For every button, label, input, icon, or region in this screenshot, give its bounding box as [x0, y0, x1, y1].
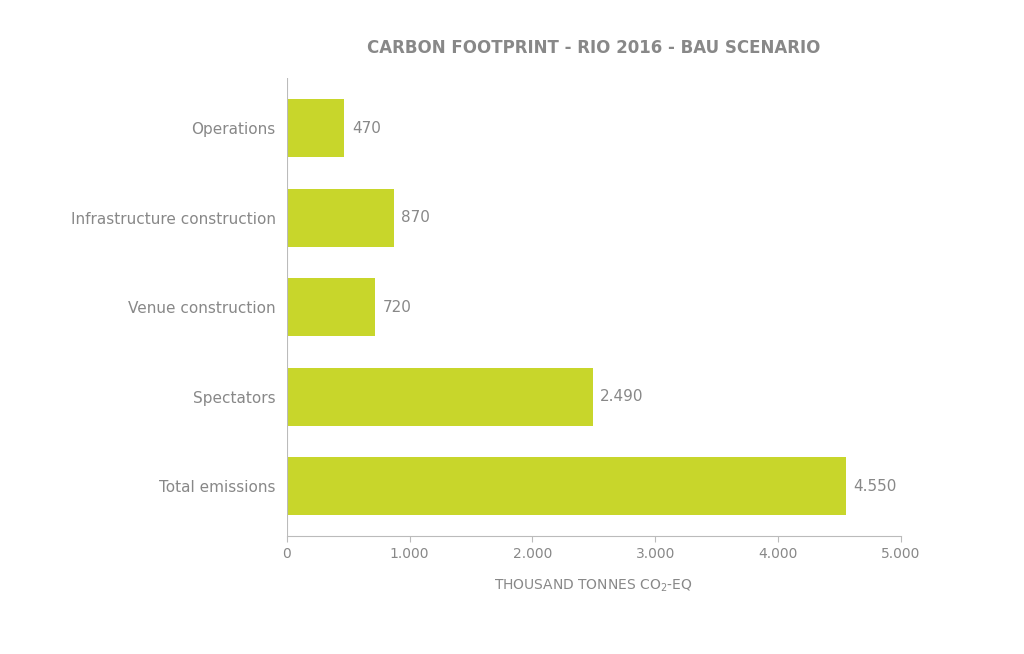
Text: 870: 870: [401, 211, 430, 226]
Bar: [287, 279, 375, 336]
Bar: [287, 99, 344, 158]
X-axis label: THOUSAND TONNES CO$_2$-EQ: THOUSAND TONNES CO$_2$-EQ: [495, 577, 693, 594]
Text: 720: 720: [383, 300, 412, 315]
Bar: [287, 457, 846, 515]
Title: CARBON FOOTPRINT - RIO 2016 - BAU SCENARIO: CARBON FOOTPRINT - RIO 2016 - BAU SCENAR…: [368, 39, 820, 58]
Text: 2.490: 2.490: [600, 389, 643, 404]
Bar: [287, 368, 593, 426]
Text: 4.550: 4.550: [853, 479, 897, 494]
Text: 470: 470: [352, 121, 381, 136]
Bar: [287, 189, 393, 247]
